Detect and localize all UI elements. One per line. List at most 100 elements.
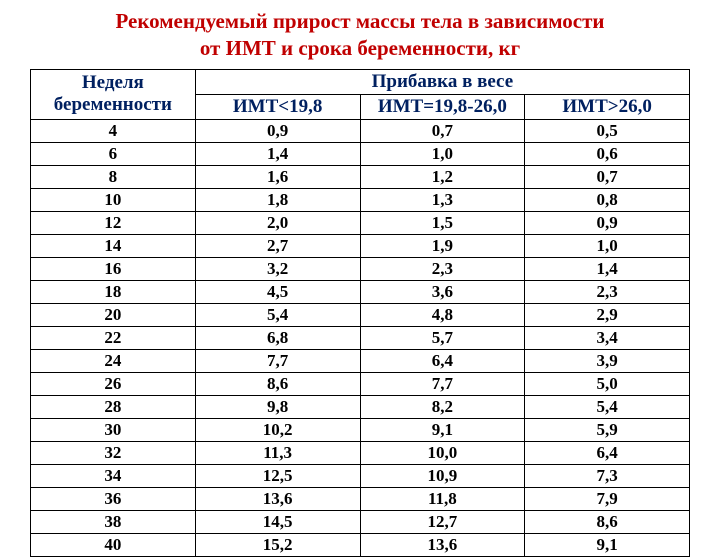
table-cell-mid: 5,7	[360, 326, 525, 349]
table-cell-mid: 4,8	[360, 303, 525, 326]
table-row: 81,61,20,7	[31, 165, 690, 188]
table-cell-week: 32	[31, 441, 196, 464]
table-row: 3412,510,97,3	[31, 464, 690, 487]
table-cell-low: 13,6	[195, 487, 360, 510]
table-cell-week: 10	[31, 188, 196, 211]
table-cell-week: 24	[31, 349, 196, 372]
table-cell-week: 16	[31, 257, 196, 280]
table-cell-week: 18	[31, 280, 196, 303]
table-cell-week: 34	[31, 464, 196, 487]
table-cell-low: 11,3	[195, 441, 360, 464]
table-cell-low: 7,7	[195, 349, 360, 372]
table-cell-low: 2,7	[195, 234, 360, 257]
header-week-line2: беременности	[54, 94, 172, 115]
table-cell-week: 20	[31, 303, 196, 326]
table-cell-mid: 8,2	[360, 395, 525, 418]
table-cell-mid: 1,3	[360, 188, 525, 211]
table-row: 163,22,31,4	[31, 257, 690, 280]
header-week: Неделя беременности	[31, 69, 196, 119]
table-cell-low: 9,8	[195, 395, 360, 418]
table-cell-high: 0,5	[525, 119, 690, 142]
table-cell-low: 5,4	[195, 303, 360, 326]
table-cell-mid: 6,4	[360, 349, 525, 372]
table-row: 268,67,75,0	[31, 372, 690, 395]
table-cell-week: 14	[31, 234, 196, 257]
table-cell-mid: 11,8	[360, 487, 525, 510]
table-cell-mid: 9,1	[360, 418, 525, 441]
table-row: 122,01,50,9	[31, 211, 690, 234]
table-cell-week: 26	[31, 372, 196, 395]
table-row: 3010,29,15,9	[31, 418, 690, 441]
table-cell-low: 0,9	[195, 119, 360, 142]
table-cell-mid: 1,9	[360, 234, 525, 257]
table-cell-week: 4	[31, 119, 196, 142]
table-cell-mid: 2,3	[360, 257, 525, 280]
header-bmi-low: ИМТ<19,8	[195, 94, 360, 119]
table-cell-week: 6	[31, 142, 196, 165]
table-cell-low: 6,8	[195, 326, 360, 349]
table-cell-high: 0,7	[525, 165, 690, 188]
table-row: 205,44,82,9	[31, 303, 690, 326]
table-cell-mid: 1,5	[360, 211, 525, 234]
table-cell-high: 0,6	[525, 142, 690, 165]
table-cell-week: 40	[31, 533, 196, 556]
table-cell-high: 8,6	[525, 510, 690, 533]
title-line-2: от ИМТ и срока беременности, кг	[200, 36, 520, 60]
table-cell-week: 22	[31, 326, 196, 349]
table-row: 247,76,43,9	[31, 349, 690, 372]
table-cell-high: 7,3	[525, 464, 690, 487]
table-cell-mid: 0,7	[360, 119, 525, 142]
table-row: 226,85,73,4	[31, 326, 690, 349]
table-row: 142,71,91,0	[31, 234, 690, 257]
table-cell-high: 9,1	[525, 533, 690, 556]
table-cell-high: 1,4	[525, 257, 690, 280]
table-cell-mid: 13,6	[360, 533, 525, 556]
table-cell-high: 5,0	[525, 372, 690, 395]
table-cell-high: 2,3	[525, 280, 690, 303]
table-row: 61,41,00,6	[31, 142, 690, 165]
table-row: 289,88,25,4	[31, 395, 690, 418]
table-cell-high: 6,4	[525, 441, 690, 464]
table-cell-week: 8	[31, 165, 196, 188]
table-row: 40,90,70,5	[31, 119, 690, 142]
table-row: 3814,512,78,6	[31, 510, 690, 533]
table-cell-mid: 3,6	[360, 280, 525, 303]
table-cell-low: 8,6	[195, 372, 360, 395]
table-cell-low: 3,2	[195, 257, 360, 280]
table-cell-high: 0,8	[525, 188, 690, 211]
weight-gain-table: Неделя беременности Прибавка в весе ИМТ<…	[30, 69, 690, 557]
table-cell-low: 14,5	[195, 510, 360, 533]
table-cell-week: 30	[31, 418, 196, 441]
header-bmi-mid: ИМТ=19,8-26,0	[360, 94, 525, 119]
table-cell-low: 2,0	[195, 211, 360, 234]
table-body: 40,90,70,561,41,00,681,61,20,7101,81,30,…	[31, 119, 690, 556]
table-row: 184,53,62,3	[31, 280, 690, 303]
table-cell-low: 1,6	[195, 165, 360, 188]
table-cell-high: 3,9	[525, 349, 690, 372]
table-row: 3211,310,06,4	[31, 441, 690, 464]
table-row: 3613,611,87,9	[31, 487, 690, 510]
header-gain-group: Прибавка в весе	[195, 69, 689, 94]
table-cell-high: 2,9	[525, 303, 690, 326]
table-cell-week: 36	[31, 487, 196, 510]
table-cell-week: 12	[31, 211, 196, 234]
table-cell-mid: 1,0	[360, 142, 525, 165]
title-line-1: Рекомендуемый прирост массы тела в завис…	[115, 9, 604, 33]
table-cell-high: 0,9	[525, 211, 690, 234]
table-cell-high: 7,9	[525, 487, 690, 510]
table-cell-week: 38	[31, 510, 196, 533]
table-cell-high: 1,0	[525, 234, 690, 257]
table-cell-mid: 10,0	[360, 441, 525, 464]
table-cell-mid: 12,7	[360, 510, 525, 533]
table-cell-low: 1,4	[195, 142, 360, 165]
table-cell-mid: 1,2	[360, 165, 525, 188]
table-row: 101,81,30,8	[31, 188, 690, 211]
table-cell-low: 10,2	[195, 418, 360, 441]
table-cell-low: 12,5	[195, 464, 360, 487]
table-cell-mid: 10,9	[360, 464, 525, 487]
page-title: Рекомендуемый прирост массы тела в завис…	[30, 8, 690, 63]
table-cell-low: 4,5	[195, 280, 360, 303]
table-row: 4015,213,69,1	[31, 533, 690, 556]
table-cell-high: 5,9	[525, 418, 690, 441]
table-cell-high: 3,4	[525, 326, 690, 349]
